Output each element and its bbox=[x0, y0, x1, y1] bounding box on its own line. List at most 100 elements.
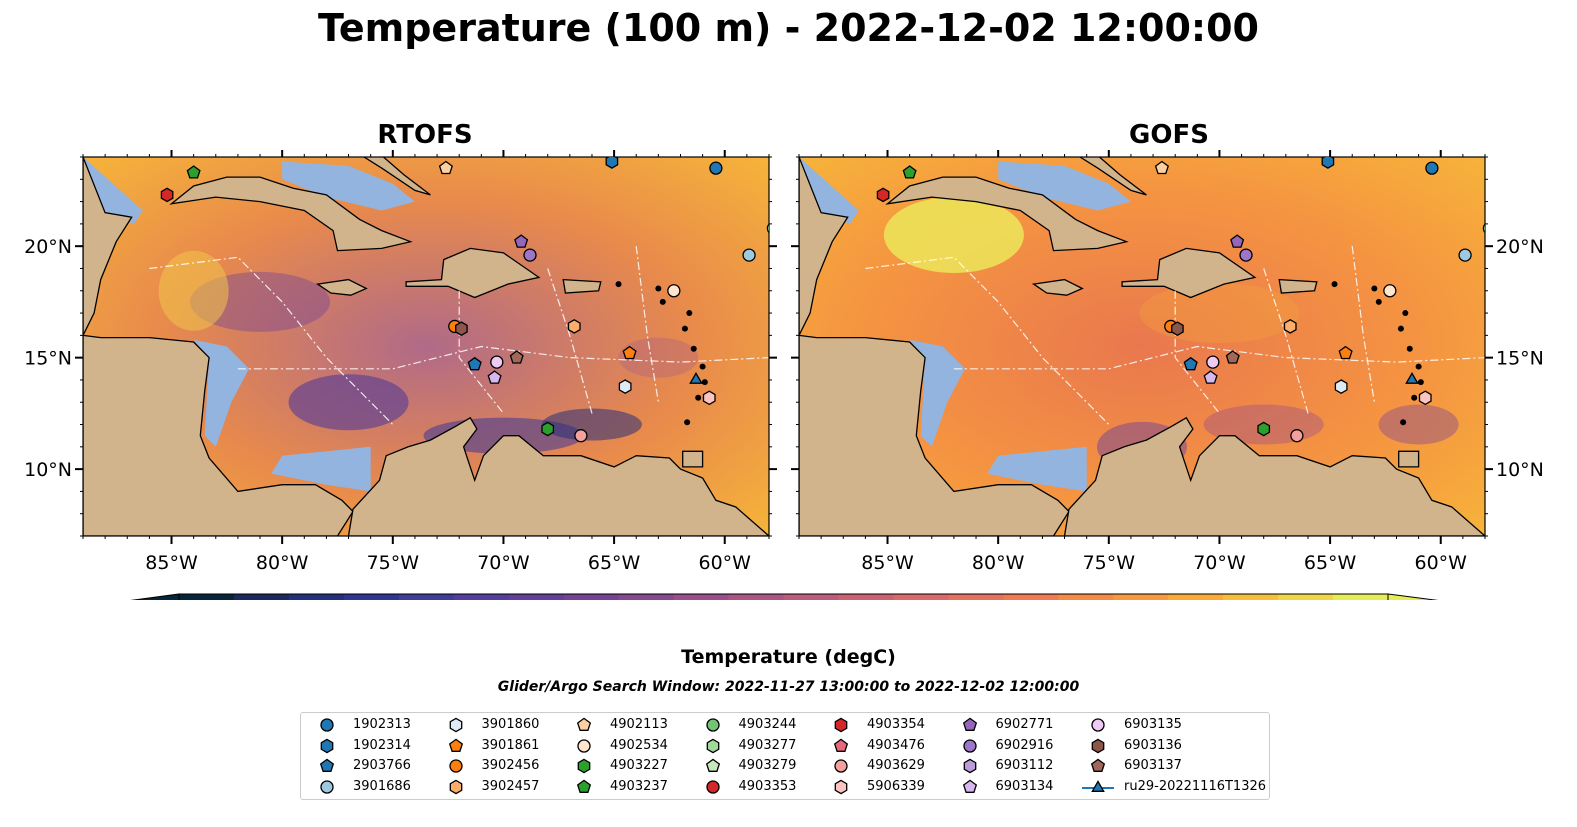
lat-tick-label-left: 20°N bbox=[24, 236, 72, 258]
legend-label: 6903112 bbox=[995, 758, 1054, 773]
lat-tick-label-left: 10°N bbox=[24, 459, 72, 481]
legend-pentagon-glyph bbox=[319, 758, 335, 772]
float-marker-4903227 bbox=[541, 421, 555, 437]
colorbar-segment bbox=[1223, 594, 1279, 600]
legend-label: 1902314 bbox=[353, 737, 411, 753]
float-marker-6903137 bbox=[509, 350, 524, 364]
float-marker-6902771 bbox=[1230, 234, 1245, 248]
lon-tick-label: 75°W bbox=[1083, 552, 1136, 574]
land-hispaniola bbox=[405, 247, 541, 299]
lat-tick-label-right: 20°N bbox=[1496, 236, 1544, 258]
float-marker-3901860 bbox=[618, 379, 632, 394]
float-marker-4903354 bbox=[876, 187, 890, 203]
legend-marker-icon bbox=[1091, 718, 1105, 732]
land-yucatan bbox=[799, 157, 849, 336]
legend-hexagon-glyph bbox=[320, 738, 334, 753]
legend-label: 4903476 bbox=[867, 737, 925, 753]
legend-label: 4903277 bbox=[738, 737, 797, 753]
legend-marker-icon bbox=[576, 779, 592, 793]
legend-marker-icon bbox=[448, 759, 463, 773]
legend-marker-icon bbox=[577, 738, 591, 753]
legend-circle-glyph bbox=[448, 759, 463, 773]
colorbar-segment bbox=[1058, 594, 1114, 600]
legend-marker-icon bbox=[705, 758, 720, 772]
land-trinidad bbox=[682, 450, 704, 468]
rtofs-map bbox=[75, 150, 777, 544]
legend-triangle-glyph bbox=[1091, 779, 1105, 792]
float-marker-3902457 bbox=[567, 319, 581, 334]
land-yucatan bbox=[83, 157, 133, 336]
legend-marker-icon bbox=[962, 717, 977, 731]
legend-label: 6903134 bbox=[995, 778, 1054, 794]
legend-marker-icon bbox=[1090, 758, 1106, 772]
legend-label: 6903136 bbox=[1124, 737, 1182, 753]
colorbar-segment bbox=[618, 594, 675, 600]
colorbar-segment bbox=[893, 594, 949, 600]
legend-marker-icon bbox=[963, 758, 976, 774]
colorbar-segment bbox=[179, 594, 235, 600]
land-puertoRico bbox=[562, 278, 602, 294]
float-marker-4902534 bbox=[667, 284, 681, 298]
land-centralAmerica bbox=[799, 157, 1070, 536]
float-marker-5906339 bbox=[702, 390, 716, 406]
colorbar-label: Temperature (degC) bbox=[681, 646, 896, 668]
legend-circle-glyph bbox=[1091, 718, 1105, 732]
legend-marker-icon bbox=[1082, 779, 1114, 792]
legend-circle-glyph bbox=[320, 718, 334, 732]
legend-label: 4903279 bbox=[738, 758, 797, 773]
legend-marker-icon bbox=[320, 779, 334, 794]
colorbar-segment bbox=[1333, 594, 1389, 600]
legend-circle-glyph bbox=[705, 779, 720, 794]
float-marker-4902113 bbox=[438, 160, 453, 175]
land-centralAmerica bbox=[83, 157, 354, 536]
colorbar-segment bbox=[1168, 594, 1224, 600]
float-marker-4903237 bbox=[902, 165, 917, 179]
colorbar-segment bbox=[1003, 594, 1059, 600]
float-marker-4903354 bbox=[160, 187, 174, 203]
float-marker-4903629 bbox=[1290, 429, 1304, 443]
legend-hexagon-glyph bbox=[449, 779, 462, 794]
legend-pentagon-glyph bbox=[576, 717, 592, 731]
legend-label: 6903137 bbox=[1124, 758, 1182, 773]
legend-marker-icon bbox=[962, 779, 977, 793]
land-cuba bbox=[169, 176, 413, 252]
panel-title-rtofs: RTOFS bbox=[377, 120, 473, 150]
legend-circle-glyph bbox=[320, 779, 334, 794]
lon-tick-label: 80°W bbox=[256, 552, 309, 574]
legend-hexagon-glyph bbox=[577, 758, 591, 774]
float-marker-6902916 bbox=[523, 248, 537, 262]
land-southAmerica bbox=[347, 416, 769, 536]
legend-hexagon-glyph bbox=[834, 779, 848, 794]
legend-label: 4903629 bbox=[867, 758, 925, 773]
float-marker-2903766 bbox=[1183, 356, 1198, 371]
axis-tick-labels: 85°W 80°W 75°W 70°W 65°W 60°W 85°W 80°W 75°W 70°W… bbox=[24, 236, 1544, 574]
land-jamaica bbox=[1031, 278, 1084, 296]
legend-marker-icon bbox=[319, 758, 335, 772]
legend-label: 6902916 bbox=[995, 737, 1054, 753]
float-marker-6903135 bbox=[490, 355, 504, 369]
float-marker-5906339 bbox=[1418, 390, 1432, 406]
colorbar-segment bbox=[563, 594, 620, 600]
float-marker-1902313 bbox=[709, 161, 723, 175]
land-cuba bbox=[885, 176, 1129, 252]
legend-marker-icon bbox=[1091, 738, 1105, 753]
legend-label: 4903237 bbox=[610, 778, 668, 794]
legend-label: 3901861 bbox=[481, 737, 540, 753]
legend-pentagon-glyph bbox=[833, 738, 849, 752]
legend-marker-icon bbox=[834, 717, 848, 733]
float-marker-6903136 bbox=[1171, 321, 1184, 337]
legend-circle-glyph bbox=[962, 738, 977, 753]
colorbar: 18192021222324252627 bbox=[130, 593, 1439, 600]
land-bahamas bbox=[1078, 157, 1147, 196]
legend-marker-icon bbox=[834, 759, 848, 773]
colorbar-segment bbox=[453, 594, 510, 600]
legend-marker-icon bbox=[706, 738, 719, 753]
float-marker-6902916 bbox=[1239, 248, 1253, 262]
legend-pentagon-glyph bbox=[962, 779, 977, 793]
land-bahamas bbox=[362, 157, 431, 196]
legend-marker-icon bbox=[320, 718, 334, 732]
float-marker-6903135 bbox=[1206, 355, 1220, 369]
land-jamaica bbox=[315, 278, 368, 296]
legend-marker-icon bbox=[705, 718, 720, 732]
legend-marker-icon bbox=[577, 758, 591, 774]
